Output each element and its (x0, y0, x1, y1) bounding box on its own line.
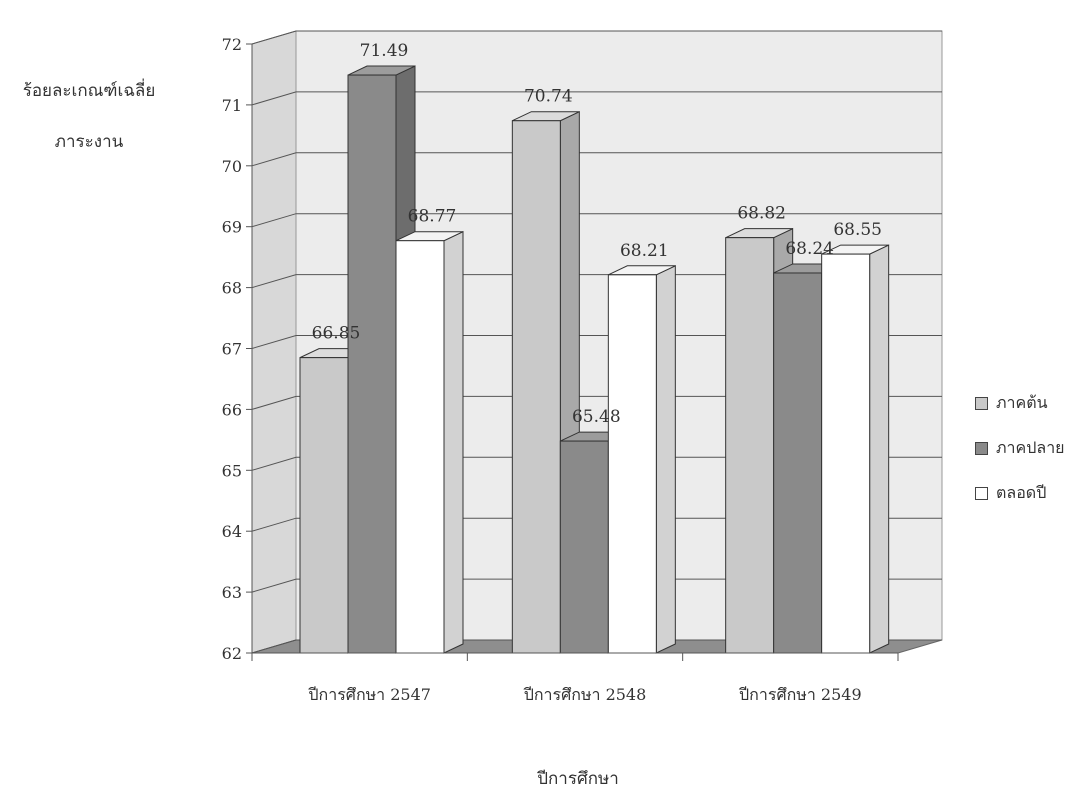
y-axis-title-line-1: ร้อยละเกณฑ์เฉลี่ย (22, 81, 156, 101)
data-label: 68.24 (785, 239, 834, 259)
gridline (251, 30, 942, 45)
y-tick-label: 63 (222, 583, 242, 602)
bar-front (347, 74, 397, 654)
legend: ภาคต้น ภาคปลาย ตลอดปี (975, 392, 1065, 527)
bar-front (773, 272, 823, 654)
legend-item-series-1: ภาคต้น (975, 392, 1065, 414)
bar-front (395, 240, 445, 654)
y-tick-label: 70 (222, 157, 242, 176)
legend-item-series-2: ภาคปลาย (975, 437, 1065, 459)
y-tick-label: 72 (222, 35, 242, 54)
bar-front (821, 253, 871, 654)
y-axis-title-line-2: ภาระงาน (54, 132, 124, 152)
bars (299, 65, 890, 654)
bar-front (511, 120, 561, 654)
gridline (251, 213, 942, 228)
legend-swatch (975, 396, 988, 410)
y-tick-label: 71 (222, 96, 242, 115)
data-label: 70.74 (524, 87, 573, 107)
gridline (251, 91, 942, 106)
data-label: 68.21 (620, 241, 669, 261)
y-tick-label: 65 (222, 461, 242, 480)
legend-label: ตลอดปี (996, 482, 1047, 502)
x-axis-title: ปีการศึกษา (536, 769, 618, 788)
data-label: 68.55 (833, 220, 882, 240)
x-tick-label: ปีการศึกษา 2549 (739, 685, 862, 704)
legend-item-series-3: ตลอดปี (975, 482, 1065, 504)
bar-front (607, 274, 657, 654)
y-tick-label: 67 (222, 340, 242, 359)
y-tick-label: 66 (222, 400, 242, 419)
bar (821, 244, 890, 654)
bar (607, 265, 676, 654)
x-tick-label: ปีการศึกษา 2547 (308, 685, 431, 704)
data-label: 65.48 (572, 407, 621, 427)
bar-front (299, 357, 349, 654)
legend-swatch (975, 486, 988, 500)
data-label: 68.77 (408, 207, 457, 227)
data-label: 66.85 (312, 324, 361, 344)
bar-side (869, 244, 890, 654)
y-tick-label: 64 (222, 522, 242, 541)
y-tick-label: 69 (222, 218, 242, 237)
y-tick-label: 62 (222, 644, 242, 663)
bar (395, 230, 464, 654)
bar-side (655, 265, 676, 654)
y-axis: 62 63 64 65 66 67 68 69 70 71 72 (222, 35, 253, 663)
x-axis: ปีการศึกษา 2547 ปีการศึกษา 2548 ปีการศึกษา… (251, 652, 899, 704)
bar-front (559, 440, 609, 654)
legend-swatch (975, 441, 988, 455)
y-tick-label: 68 (222, 279, 242, 298)
bar-side (443, 230, 464, 654)
data-labels: 66.85 71.49 68.77 70.74 65.48 68.21 68.82 68.24… (312, 41, 882, 427)
x-tick-label: ปีการศึกษา 2548 (523, 685, 646, 704)
bar-front (725, 237, 775, 654)
legend-label: ภาคปลาย (996, 437, 1065, 457)
gridline (251, 152, 942, 167)
data-label: 71.49 (360, 41, 409, 61)
legend-label: ภาคต้น (996, 392, 1048, 412)
data-label: 68.82 (737, 204, 786, 224)
